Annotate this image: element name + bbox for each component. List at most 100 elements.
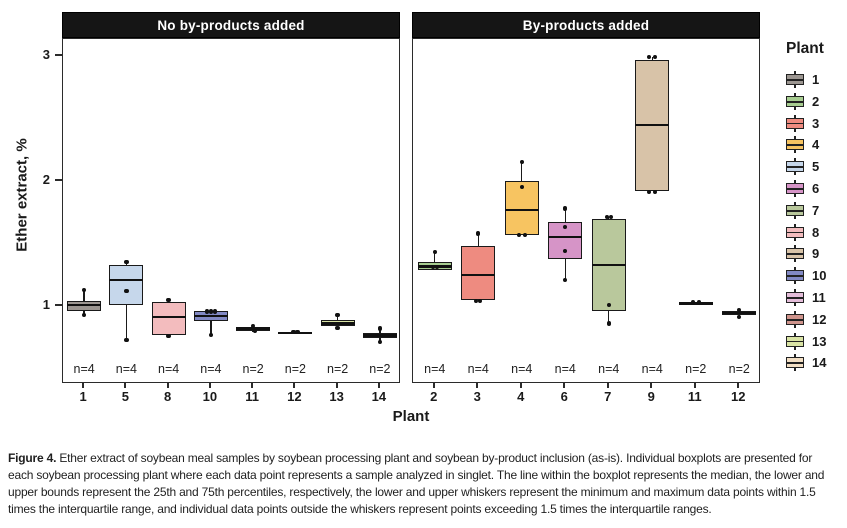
data-point-plant-8: [166, 297, 171, 302]
glyph-median: [787, 275, 803, 277]
data-point-plant-11: [696, 300, 701, 305]
glyph-median: [787, 79, 803, 81]
x-tick-mark: [606, 383, 609, 388]
legend-item-label: 4: [812, 137, 820, 153]
x-tick-mark: [166, 383, 169, 388]
data-point-plant-2: [430, 265, 435, 270]
data-point-plant-7: [604, 215, 609, 220]
panel-header-byproducts: By-products added: [412, 12, 760, 38]
legend-item-label: 10: [812, 268, 827, 284]
glyph-median: [787, 209, 803, 212]
data-point-plant-7: [606, 302, 611, 307]
glyph-whisker-top: [794, 158, 796, 162]
x-tick-mark: [476, 383, 479, 388]
glyph-whisker-bottom: [794, 85, 796, 88]
glyph-median: [787, 122, 803, 125]
median-plant-10: [193, 314, 228, 318]
n-count-label: n=2: [242, 362, 264, 376]
data-point-plant-3: [474, 298, 479, 304]
whisker-plant-10: [210, 311, 212, 335]
median-plant-4: [504, 208, 539, 211]
median-plant-13: [320, 322, 355, 325]
x-tick-mark: [650, 383, 653, 388]
n-count-label: n=4: [511, 362, 533, 376]
legend-item-label: 5: [812, 159, 820, 175]
panel-header-no-byproducts: No by-products added: [62, 12, 400, 38]
legend-item-label: 9: [812, 246, 820, 262]
glyph-whisker-bottom: [794, 194, 796, 197]
x-tick-label: 2: [430, 389, 438, 404]
glyph-whisker-bottom: [794, 106, 796, 110]
x-tick-label: 11: [687, 389, 702, 404]
panel-plot-byproducts: n=4 n=4 n=4 n=4 n=4 n=4 n=2 n=2: [412, 38, 760, 383]
data-point-plant-12: [737, 307, 742, 312]
data-point-plant-4: [519, 185, 524, 190]
y-tick-label: 3: [42, 47, 50, 62]
boxplot-glyph-icon: [786, 180, 804, 198]
data-point-plant-10: [212, 309, 218, 314]
whisker-plant-2: [434, 252, 436, 270]
x-tick-label: 7: [604, 389, 612, 404]
data-point-plant-7: [608, 215, 613, 220]
box-plant-1: [67, 301, 102, 311]
x-tick-label: 14: [371, 389, 387, 404]
data-point-plant-9: [647, 55, 652, 60]
glyph-box: [786, 95, 804, 107]
glyph-whisker-bottom: [794, 172, 796, 176]
y-tick-mark: [55, 179, 62, 181]
glyph-whisker-bottom: [794, 303, 796, 306]
legend-item-label: 6: [812, 181, 820, 196]
median-plant-11: [236, 327, 271, 330]
data-point-plant-1: [81, 312, 87, 317]
glyph-whisker-top: [794, 114, 796, 118]
glyph-box: [786, 270, 804, 282]
x-tick-label: 11: [245, 389, 259, 404]
n-count-label: n=2: [728, 362, 750, 376]
caption-label: Figure 4.: [8, 451, 57, 465]
x-tick-label: 6: [560, 389, 568, 404]
data-point-plant-6: [563, 248, 568, 254]
y-tick-label: 2: [42, 172, 50, 187]
data-point-plant-11: [250, 323, 256, 329]
glyph-median: [787, 340, 803, 343]
glyph-box: [786, 226, 804, 238]
glyph-median: [787, 318, 803, 321]
glyph-box: [786, 74, 804, 85]
n-count-label: n=2: [327, 362, 349, 376]
boxplot-glyph-icon: [786, 201, 804, 220]
data-point-plant-13: [335, 312, 340, 317]
legend-item-label: 7: [812, 202, 820, 218]
data-point-plant-13: [335, 325, 340, 331]
glyph-box: [786, 139, 804, 151]
glyph-whisker-bottom: [794, 368, 796, 372]
data-point-plant-6: [563, 225, 568, 230]
n-count-label: n=4: [424, 362, 446, 376]
x-tick-mark: [293, 383, 296, 388]
glyph-median: [787, 100, 803, 103]
data-point-plant-4: [522, 232, 527, 237]
glyph-whisker-top: [794, 332, 796, 336]
glyph-whisker-top: [794, 71, 796, 74]
median-plant-1: [67, 303, 102, 306]
boxplot-glyph-icon: [786, 310, 804, 329]
glyph-box: [786, 161, 804, 173]
n-count-label: n=4: [158, 362, 180, 376]
n-count-label: n=4: [641, 362, 663, 376]
glyph-median: [787, 166, 803, 168]
box-plant-5: [109, 264, 144, 305]
n-count-label: n=4: [598, 362, 620, 376]
glyph-whisker-top: [794, 354, 796, 358]
glyph-whisker-top: [794, 267, 796, 271]
y-axis-title: Ether extract, %: [13, 138, 31, 252]
x-tick-mark: [563, 383, 566, 388]
data-point-plant-10: [208, 309, 214, 314]
glyph-median: [787, 253, 803, 256]
glyph-median: [787, 144, 803, 147]
x-tick-mark: [432, 383, 435, 388]
data-point-plant-14: [377, 326, 383, 331]
y-tick-mark: [55, 304, 62, 306]
x-tick-mark: [82, 383, 85, 388]
glyph-whisker-top: [794, 245, 796, 249]
box-plant-4: [504, 181, 539, 235]
